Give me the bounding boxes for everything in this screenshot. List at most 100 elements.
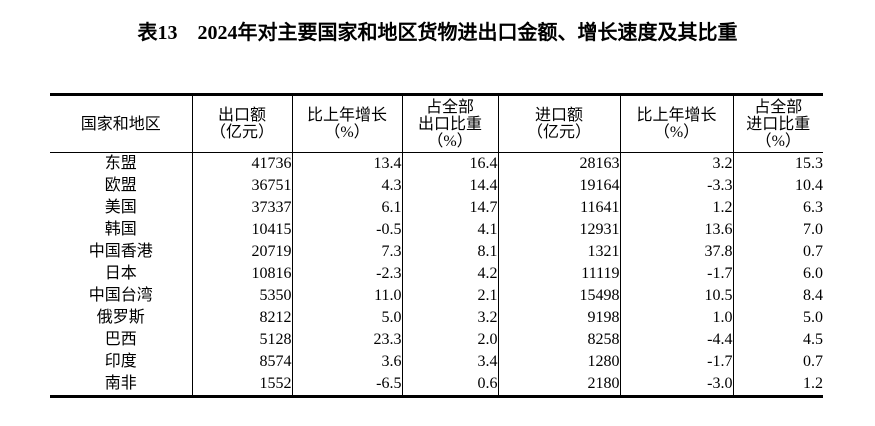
- region-cell: 日本: [104, 265, 137, 282]
- export-value-cell: 8574: [191, 351, 292, 373]
- table-header: 国家和地区 出口额 （亿元） 比上年增长 （%） 占全部 出口比重 （%） 进口…: [50, 94, 823, 153]
- export-share-cell: 14.4: [401, 175, 498, 197]
- import-share-cell: 1.2: [732, 373, 823, 397]
- export-value-cell: 36751: [191, 175, 292, 197]
- table-row: 欧盟 36751 4.3 14.4 19164 -3.3 10.4: [50, 175, 823, 197]
- import-growth-cell: -1.7: [619, 351, 733, 373]
- export-growth-cell: 6.1: [291, 197, 402, 219]
- table-row: 俄罗斯 8212 5.0 3.2 9198 1.0 5.0: [50, 307, 823, 329]
- export-growth-cell: -2.3: [291, 263, 402, 285]
- import-share-cell: 0.7: [732, 241, 823, 263]
- import-growth-cell: -1.7: [619, 263, 733, 285]
- table-row: 巴西 5128 23.3 2.0 8258 -4.4 4.5: [50, 329, 823, 351]
- export-share-cell: 0.6: [401, 373, 498, 397]
- col-header-import-share: 占全部 进口比重 （%）: [732, 94, 823, 153]
- import-share-cell: 6.0: [732, 263, 823, 285]
- import-value-cell: 28163: [497, 152, 620, 175]
- export-share-cell: 3.4: [401, 351, 498, 373]
- table-row: 印度 8574 3.6 3.4 1280 -1.7 0.7: [50, 351, 823, 373]
- export-growth-cell: -0.5: [291, 219, 402, 241]
- export-growth-cell: 4.3: [291, 175, 402, 197]
- export-growth-cell: 3.6: [291, 351, 402, 373]
- export-share-cell: 4.1: [401, 219, 498, 241]
- import-share-cell: 6.3: [732, 197, 823, 219]
- import-growth-cell: -4.4: [619, 329, 733, 351]
- region-cell: 中国香港: [88, 243, 153, 260]
- import-share-cell: 5.0: [732, 307, 823, 329]
- export-growth-cell: 7.3: [291, 241, 402, 263]
- header-row: 国家和地区 出口额 （亿元） 比上年增长 （%） 占全部 出口比重 （%） 进口…: [50, 94, 823, 153]
- region-cell: 东盟: [104, 155, 137, 172]
- col-header-export-share: 占全部 出口比重 （%）: [401, 94, 498, 153]
- region-cell: 韩国: [104, 221, 137, 238]
- import-growth-cell: 13.6: [619, 219, 733, 241]
- table-row: 中国台湾 5350 11.0 2.1 15498 10.5 8.4: [50, 285, 823, 307]
- import-share-cell: 7.0: [732, 219, 823, 241]
- export-share-cell: 3.2: [401, 307, 498, 329]
- export-share-cell: 14.7: [401, 197, 498, 219]
- import-value-cell: 11641: [497, 197, 620, 219]
- import-value-cell: 8258: [497, 329, 620, 351]
- export-value-cell: 1552: [191, 373, 292, 397]
- import-share-cell: 4.5: [732, 329, 823, 351]
- region-cell: 印度: [104, 353, 137, 370]
- import-growth-cell: 1.2: [619, 197, 733, 219]
- col-header-export-value: 出口额 （亿元）: [191, 94, 292, 153]
- region-cell: 巴西: [104, 331, 137, 348]
- page-title: 表13 2024年对主要国家和地区货物进出口金额、增长速度及其比重: [137, 22, 738, 44]
- import-share-cell: 15.3: [732, 152, 823, 175]
- import-value-cell: 9198: [497, 307, 620, 329]
- trade-table: 国家和地区 出口额 （亿元） 比上年增长 （%） 占全部 出口比重 （%） 进口…: [50, 93, 823, 398]
- region-cell: 欧盟: [104, 177, 137, 194]
- export-value-cell: 10816: [191, 263, 292, 285]
- export-share-cell: 2.1: [401, 285, 498, 307]
- table-row: 东盟 41736 13.4 16.4 28163 3.2 15.3: [50, 152, 823, 175]
- col-header-import-growth: 比上年增长 （%）: [619, 94, 733, 153]
- export-growth-cell: 13.4: [291, 152, 402, 175]
- region-cell: 南非: [104, 375, 137, 392]
- table-row: 美国 37337 6.1 14.7 11641 1.2 6.3: [50, 197, 823, 219]
- table-row: 韩国 10415 -0.5 4.1 12931 13.6 7.0: [50, 219, 823, 241]
- export-share-cell: 4.2: [401, 263, 498, 285]
- import-growth-cell: -3.3: [619, 175, 733, 197]
- export-growth-cell: 5.0: [291, 307, 402, 329]
- export-value-cell: 20719: [191, 241, 292, 263]
- table-body: 东盟 41736 13.4 16.4 28163 3.2 15.3 欧盟 367…: [50, 152, 823, 397]
- import-value-cell: 1280: [497, 351, 620, 373]
- export-growth-cell: 11.0: [291, 285, 402, 307]
- export-value-cell: 8212: [191, 307, 292, 329]
- export-share-cell: 16.4: [401, 152, 498, 175]
- export-share-cell: 8.1: [401, 241, 498, 263]
- region-cell: 中国台湾: [88, 287, 153, 304]
- table-row: 日本 10816 -2.3 4.2 11119 -1.7 6.0: [50, 263, 823, 285]
- table-row: 中国香港 20719 7.3 8.1 1321 37.8 0.7: [50, 241, 823, 263]
- import-value-cell: 15498: [497, 285, 620, 307]
- import-value-cell: 11119: [497, 263, 620, 285]
- table-row: 南非 1552 -6.5 0.6 2180 -3.0 1.2: [50, 373, 823, 397]
- import-share-cell: 0.7: [732, 351, 823, 373]
- col-header-region: 国家和地区: [50, 94, 192, 153]
- import-share-cell: 8.4: [732, 285, 823, 307]
- import-value-cell: 19164: [497, 175, 620, 197]
- export-value-cell: 41736: [191, 152, 292, 175]
- export-value-cell: 5128: [191, 329, 292, 351]
- import-growth-cell: 37.8: [619, 241, 733, 263]
- import-value-cell: 12931: [497, 219, 620, 241]
- import-value-cell: 2180: [497, 373, 620, 397]
- import-growth-cell: 10.5: [619, 285, 733, 307]
- export-value-cell: 10415: [191, 219, 292, 241]
- export-share-cell: 2.0: [401, 329, 498, 351]
- import-value-cell: 1321: [497, 241, 620, 263]
- export-value-cell: 5350: [191, 285, 292, 307]
- import-growth-cell: -3.0: [619, 373, 733, 397]
- region-cell: 俄罗斯: [96, 309, 145, 326]
- region-cell: 美国: [104, 199, 137, 216]
- import-growth-cell: 1.0: [619, 307, 733, 329]
- import-growth-cell: 3.2: [619, 152, 733, 175]
- export-growth-cell: -6.5: [291, 373, 402, 397]
- col-header-import-value: 进口额 （亿元）: [497, 94, 620, 153]
- export-value-cell: 37337: [191, 197, 292, 219]
- import-share-cell: 10.4: [732, 175, 823, 197]
- export-growth-cell: 23.3: [291, 329, 402, 351]
- col-header-export-growth: 比上年增长 （%）: [291, 94, 402, 153]
